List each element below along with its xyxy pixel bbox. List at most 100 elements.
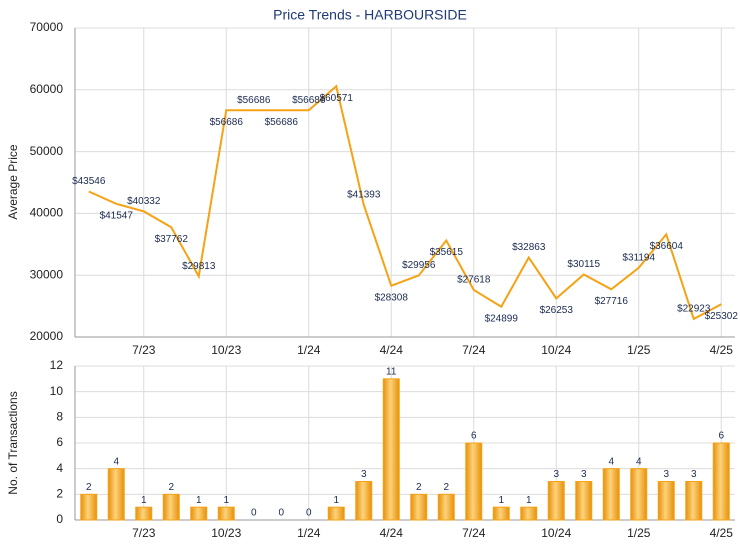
data-label: 11 bbox=[386, 366, 397, 377]
data-label: 1 bbox=[498, 495, 504, 506]
data-label: $27716 bbox=[595, 296, 629, 307]
y-axis-label: No. of Transactions bbox=[6, 391, 20, 494]
y-tick-label: 60000 bbox=[30, 82, 64, 96]
data-label: $40332 bbox=[127, 196, 161, 207]
y-axis-label: Average Price bbox=[6, 144, 20, 219]
data-label: $22923 bbox=[677, 304, 711, 315]
data-label: 4 bbox=[113, 456, 119, 467]
data-label: $56686 bbox=[237, 95, 271, 106]
bar bbox=[657, 481, 675, 521]
data-label: $30115 bbox=[567, 259, 600, 270]
data-label: 4 bbox=[608, 456, 614, 467]
bar bbox=[410, 493, 428, 521]
x-tick-label: 1/24 bbox=[297, 526, 321, 540]
bar bbox=[630, 468, 648, 521]
x-tick-label: 1/25 bbox=[627, 526, 651, 540]
data-label: 1 bbox=[141, 495, 147, 506]
y-tick-label: 4 bbox=[56, 461, 63, 475]
y-tick-label: 2 bbox=[56, 487, 63, 501]
bar bbox=[107, 468, 125, 521]
data-label: $56686 bbox=[292, 95, 326, 106]
x-tick-label: 10/24 bbox=[541, 343, 571, 357]
data-label: 2 bbox=[86, 482, 92, 493]
data-label: 4 bbox=[636, 456, 642, 467]
chart-title: Price Trends - HARBOURSIDE bbox=[273, 7, 467, 23]
x-tick-label: 1/25 bbox=[627, 343, 651, 357]
data-label: $43546 bbox=[72, 176, 106, 187]
data-label: $31194 bbox=[622, 252, 655, 263]
bar bbox=[685, 481, 703, 521]
data-label: $41547 bbox=[100, 210, 134, 221]
bar bbox=[355, 481, 373, 521]
bar bbox=[217, 506, 235, 521]
bar bbox=[190, 506, 208, 521]
y-tick-label: 30000 bbox=[30, 267, 64, 281]
y-tick-label: 10 bbox=[50, 384, 64, 398]
x-tick-label: 4/25 bbox=[710, 526, 734, 540]
y-tick-label: 20000 bbox=[30, 329, 64, 343]
y-tick-label: 8 bbox=[56, 410, 63, 424]
x-tick-label: 4/24 bbox=[380, 526, 404, 540]
x-tick-label: 10/23 bbox=[211, 526, 241, 540]
bar bbox=[135, 506, 153, 521]
data-label: 6 bbox=[471, 431, 477, 442]
bar bbox=[465, 442, 483, 521]
price-line bbox=[88, 84, 722, 321]
data-label: 0 bbox=[278, 508, 284, 519]
data-label: 3 bbox=[691, 469, 697, 480]
bar bbox=[492, 506, 510, 521]
x-tick-label: 4/25 bbox=[710, 343, 734, 357]
x-tick-label: 7/24 bbox=[462, 526, 486, 540]
data-label: $24899 bbox=[485, 313, 519, 324]
data-label: $25302 bbox=[705, 311, 739, 322]
data-label: $35615 bbox=[430, 247, 464, 258]
data-label: $56686 bbox=[210, 117, 244, 128]
data-label: 0 bbox=[306, 508, 312, 519]
x-tick-label: 4/24 bbox=[380, 343, 404, 357]
data-label: 3 bbox=[361, 469, 367, 480]
bar bbox=[162, 493, 180, 521]
bar bbox=[575, 481, 593, 521]
data-label: $36604 bbox=[650, 241, 684, 252]
bar bbox=[547, 481, 565, 521]
data-label: 1 bbox=[196, 495, 202, 506]
data-label: $29956 bbox=[402, 260, 436, 271]
bar bbox=[382, 378, 400, 521]
data-label: 6 bbox=[718, 431, 724, 442]
data-label: $41393 bbox=[347, 189, 381, 200]
data-label: $56686 bbox=[265, 117, 299, 128]
bar bbox=[602, 468, 620, 521]
x-tick-label: 7/24 bbox=[462, 343, 486, 357]
data-label: 3 bbox=[663, 469, 669, 480]
data-label: $32863 bbox=[512, 242, 546, 253]
y-tick-label: 0 bbox=[56, 512, 63, 526]
y-tick-label: 70000 bbox=[30, 20, 64, 34]
y-tick-label: 40000 bbox=[30, 206, 64, 220]
y-tick-label: 50000 bbox=[30, 144, 64, 158]
data-label: 3 bbox=[553, 469, 559, 480]
data-label: $60571 bbox=[320, 93, 354, 104]
data-label: $27618 bbox=[457, 275, 491, 286]
data-label: $28308 bbox=[375, 292, 409, 303]
x-tick-label: 7/23 bbox=[132, 343, 156, 357]
bar bbox=[712, 442, 730, 521]
x-tick-label: 10/23 bbox=[211, 343, 241, 357]
x-tick-label: 10/24 bbox=[541, 526, 571, 540]
data-label: 1 bbox=[223, 495, 229, 506]
data-label: 1 bbox=[526, 495, 532, 506]
data-label: 2 bbox=[443, 482, 449, 493]
bar bbox=[520, 506, 538, 521]
y-tick-label: 12 bbox=[50, 358, 64, 372]
y-tick-label: 6 bbox=[56, 435, 63, 449]
data-label: 2 bbox=[168, 482, 174, 493]
bar bbox=[327, 506, 345, 521]
x-tick-label: 7/23 bbox=[132, 526, 156, 540]
data-label: $37762 bbox=[155, 234, 189, 245]
data-label: 1 bbox=[333, 495, 339, 506]
data-label: $26253 bbox=[540, 305, 574, 316]
data-label: 3 bbox=[581, 469, 587, 480]
data-label: $29813 bbox=[182, 261, 216, 272]
data-label: 2 bbox=[416, 482, 422, 493]
bar bbox=[80, 493, 98, 521]
